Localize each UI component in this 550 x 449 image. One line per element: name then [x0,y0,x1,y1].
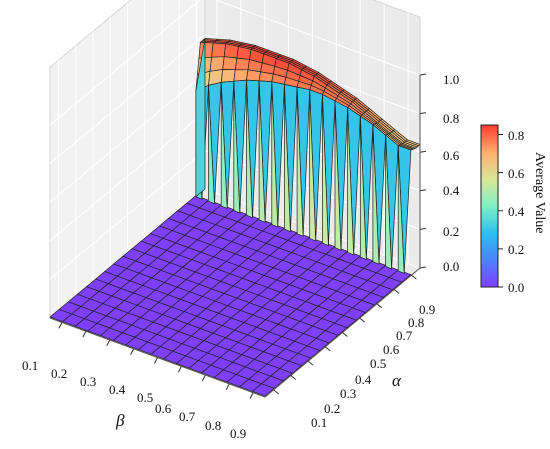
surface-wall [359,116,367,261]
z-tick-label: 0.8 [443,111,459,126]
x-tick [249,392,254,399]
surface-cell [211,42,227,58]
grid-line [49,111,206,242]
z-tick [419,266,427,269]
grid-line [49,150,206,280]
x-tick [106,339,111,347]
surface-cell [251,383,275,397]
axis-lines [49,73,427,399]
y-tick-label: 0.8 [408,315,424,330]
surface-wall [233,81,241,214]
y-tick [376,303,383,309]
x-tick-label: 0.1 [22,358,38,373]
y-tick [324,346,331,352]
surface-wall [322,94,329,247]
x-tick-label: 0.3 [80,374,96,389]
z-tick-label: 0.0 [443,259,459,274]
y-tick-label: 0.4 [355,372,372,387]
y-tick-label: 0.9 [419,302,435,317]
x-tick-label: 0.9 [230,426,246,441]
colorbar-ticks [498,134,503,288]
surface-cell [220,69,236,83]
surface-cell [233,69,249,82]
y-tick-label: 0.7 [396,328,413,343]
z-tick-label: 0.2 [443,224,459,239]
grid-line [49,34,206,164]
y-tick [359,317,366,323]
surface-wall [309,89,317,242]
y-tick [411,274,417,280]
x-tick-label: 0.2 [51,366,67,381]
y-axis-label: α [392,371,402,390]
colorbar-tick-label: 0.4 [508,204,525,219]
y-tick [393,289,400,294]
colorbar-tick-label: 0.8 [508,128,524,143]
y-tick [290,375,297,380]
colorbar-tick-label: 0.0 [508,280,524,295]
x-tick-label: 0.4 [109,382,126,397]
x-tick-label: 0.7 [179,409,196,424]
surface-wall [372,124,380,265]
grid-line [49,0,201,126]
surface-cell [223,43,239,59]
colorbar-tick-label: 0.6 [508,166,525,181]
y-tick [273,389,279,395]
y-tick-labels: 0.1 0.2 0.3 0.4 0.5 0.6 0.7 0.8 0.9 [311,302,435,430]
surface-wall [347,107,355,256]
x-tick [130,348,135,355]
x-tick-labels: 0.1 0.2 0.3 0.4 0.5 0.6 0.7 0.8 0.9 [22,358,246,441]
y-tick-label: 0.3 [340,386,356,401]
x-tick [82,330,87,338]
colorbar-tick-labels: 0.0 0.2 0.4 0.6 0.8 [508,128,525,295]
y-tick [342,332,348,337]
z-tick-label: 1.0 [443,72,459,87]
x-tick [154,357,158,364]
x-tick-label: 0.5 [137,390,153,405]
z-tick [419,189,427,192]
z-tick [419,73,427,76]
x-tick-label: 0.6 [155,401,172,416]
surface-wall [246,80,253,219]
z-tick-labels: 0.0 0.2 0.4 0.6 0.8 1.0 [443,72,460,274]
z-tick-label: 0.4 [443,183,460,198]
z-tick-label: 0.6 [443,148,460,163]
surface-cell [258,71,274,83]
y-tick-label: 0.6 [383,342,400,357]
x-tick [177,366,182,373]
surface-wall [271,81,279,228]
surface-cell [246,69,262,82]
z-tick [419,150,427,153]
x-tick [201,374,206,382]
colorbar-tick-label: 0.2 [508,242,524,257]
surface-wall [220,82,228,210]
surface-wall [284,84,291,233]
grid-line [49,72,206,203]
surface-cell [198,41,214,59]
surface-cell [209,56,225,72]
x-tick [58,322,63,329]
surface-wall [195,38,206,198]
y-tick-label: 0.1 [311,415,327,430]
y-tick-label: 0.5 [370,356,386,371]
grid-line [214,0,421,76]
surface-cell [234,57,250,71]
surface-wall [334,100,342,251]
x-tick [225,383,230,391]
x-tick-label: 0.8 [205,418,221,433]
y-tick-label: 0.2 [324,401,340,416]
surface [49,38,421,397]
y-tick [307,360,314,366]
surface-wall [258,80,266,223]
z-tick [419,227,427,230]
surface-wall [296,87,304,237]
surface-wall [385,135,392,270]
surface-wall [208,85,215,205]
x-axis-label: β [115,411,125,430]
surface-wall [397,145,405,275]
surface-cell [222,56,238,71]
colorbar [480,124,499,288]
z-tick [419,112,427,115]
colorbar-label: Average Value [532,152,547,234]
